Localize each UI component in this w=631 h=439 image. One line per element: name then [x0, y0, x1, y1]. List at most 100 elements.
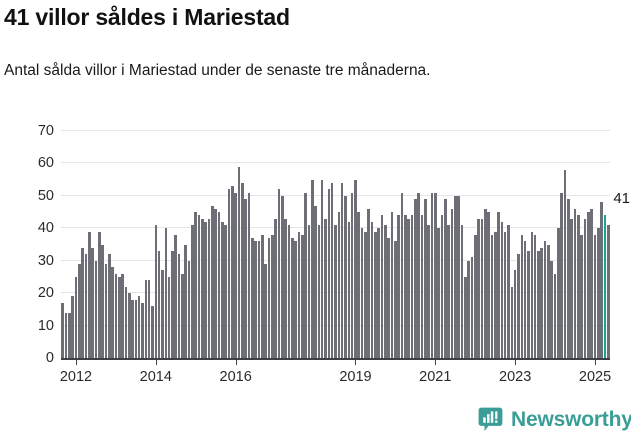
bar	[520, 234, 524, 358]
bar	[587, 212, 590, 358]
bar	[314, 205, 317, 358]
bar	[417, 192, 420, 358]
bar	[290, 238, 294, 358]
y-axis-tick-label: 20	[37, 285, 54, 302]
bar	[420, 215, 424, 358]
bar	[137, 296, 141, 358]
bar	[397, 215, 400, 358]
bar	[364, 231, 367, 358]
bar	[194, 212, 198, 358]
bar	[437, 228, 440, 358]
bar	[434, 192, 437, 358]
bar	[477, 218, 480, 358]
bar	[463, 276, 467, 358]
bar	[131, 299, 134, 358]
x-axis-tick	[595, 358, 597, 365]
bar	[517, 254, 520, 358]
bar	[257, 241, 261, 358]
bar	[167, 276, 171, 358]
bar	[181, 273, 184, 358]
bar	[480, 218, 484, 358]
bar	[124, 286, 128, 358]
bar	[161, 270, 164, 358]
bar	[81, 247, 84, 358]
gridline	[61, 194, 610, 196]
bar	[127, 293, 131, 358]
x-axis-tick	[435, 358, 437, 365]
bar	[287, 225, 291, 358]
bar	[177, 254, 181, 358]
x-axis-tick	[515, 358, 517, 365]
bar	[237, 166, 241, 358]
x-axis-tick-label: 2014	[139, 369, 172, 385]
newsworthy-logo[interactable]: Newsworthy	[478, 404, 631, 434]
bar	[310, 179, 314, 358]
bar	[457, 195, 460, 358]
bar	[470, 257, 474, 358]
bar	[121, 273, 124, 358]
page-title: 41 villor såldes i Mariestad	[4, 4, 290, 30]
bar	[144, 280, 148, 358]
bar	[68, 312, 71, 358]
bar	[557, 228, 560, 358]
bar	[567, 199, 570, 358]
bar	[414, 199, 417, 358]
bar	[400, 192, 404, 358]
bar	[483, 208, 487, 358]
bar	[547, 244, 550, 358]
bar	[374, 231, 377, 358]
bar	[424, 199, 427, 358]
bar	[540, 247, 544, 358]
bar	[107, 254, 111, 358]
bar	[294, 241, 297, 358]
bar	[184, 244, 188, 358]
bar	[580, 234, 583, 358]
bar	[404, 215, 407, 358]
bar	[487, 212, 490, 358]
bar	[241, 182, 244, 358]
gridline	[61, 130, 610, 131]
highlight-value-label: 41	[613, 190, 631, 208]
gridline	[61, 162, 610, 164]
bar	[277, 189, 281, 358]
bar	[384, 225, 387, 358]
bar	[330, 182, 334, 358]
x-axis-tick-label: 2023	[499, 369, 532, 385]
bar	[344, 195, 347, 358]
y-axis-tick-label: 40	[37, 220, 54, 237]
bar	[114, 273, 118, 358]
bar	[101, 244, 104, 358]
bar	[354, 179, 357, 358]
bar	[164, 228, 168, 358]
bar	[324, 218, 327, 358]
y-axis-tick-label: 70	[37, 123, 54, 139]
bar	[503, 231, 507, 358]
y-axis-tick-label: 50	[37, 187, 54, 204]
bar	[111, 267, 114, 358]
bar	[593, 234, 597, 358]
x-axis-tick-label: 2019	[339, 369, 372, 385]
plot-area: 41	[61, 130, 630, 358]
bar	[370, 221, 374, 358]
bar	[430, 192, 434, 358]
chart-bubble-icon	[478, 407, 503, 432]
logo-wordmark: Newsworthy	[511, 407, 631, 431]
bar	[497, 212, 500, 358]
bar	[467, 260, 470, 358]
bar	[280, 195, 284, 358]
bar	[307, 225, 311, 358]
bar	[560, 192, 564, 358]
bar	[251, 238, 254, 358]
bar	[367, 208, 371, 358]
bar	[510, 286, 514, 358]
bar	[444, 199, 447, 358]
bar	[171, 251, 174, 358]
bar	[537, 251, 540, 358]
bar	[607, 225, 610, 358]
bar	[297, 231, 301, 358]
bar	[274, 218, 277, 358]
bar	[300, 234, 304, 358]
x-axis-tick	[355, 358, 357, 365]
bar	[360, 228, 364, 358]
bar	[447, 225, 450, 358]
